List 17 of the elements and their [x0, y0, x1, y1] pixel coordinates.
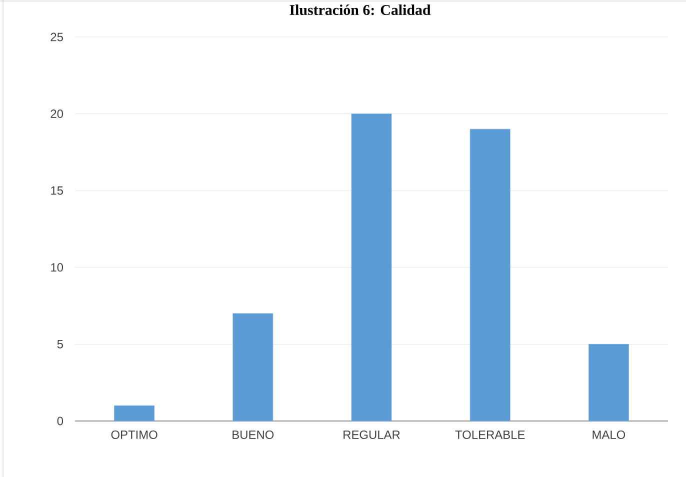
x-tick-label: OPTIMO: [111, 430, 158, 439]
y-tick-label: 5: [57, 340, 63, 348]
bar: [232, 313, 274, 422]
y-tick-label: 20: [50, 110, 64, 118]
y-tick-label: 0: [57, 416, 64, 426]
bar: [351, 114, 392, 422]
chart-title: Ilustración 6: Calidad: [290, 4, 431, 16]
bar: [470, 128, 510, 422]
x-tick-label: MALO: [592, 430, 626, 439]
x-tick-label: REGULAR: [344, 430, 400, 439]
bar: [588, 344, 629, 422]
y-tick-label: 15: [51, 186, 63, 195]
x-tick-label: TOLERABLE: [455, 430, 525, 439]
x-tick-label: BUENO: [232, 430, 274, 439]
y-tick-label: 10: [51, 263, 64, 272]
bar: [114, 405, 155, 422]
y-tick-label: 25: [50, 32, 63, 42]
